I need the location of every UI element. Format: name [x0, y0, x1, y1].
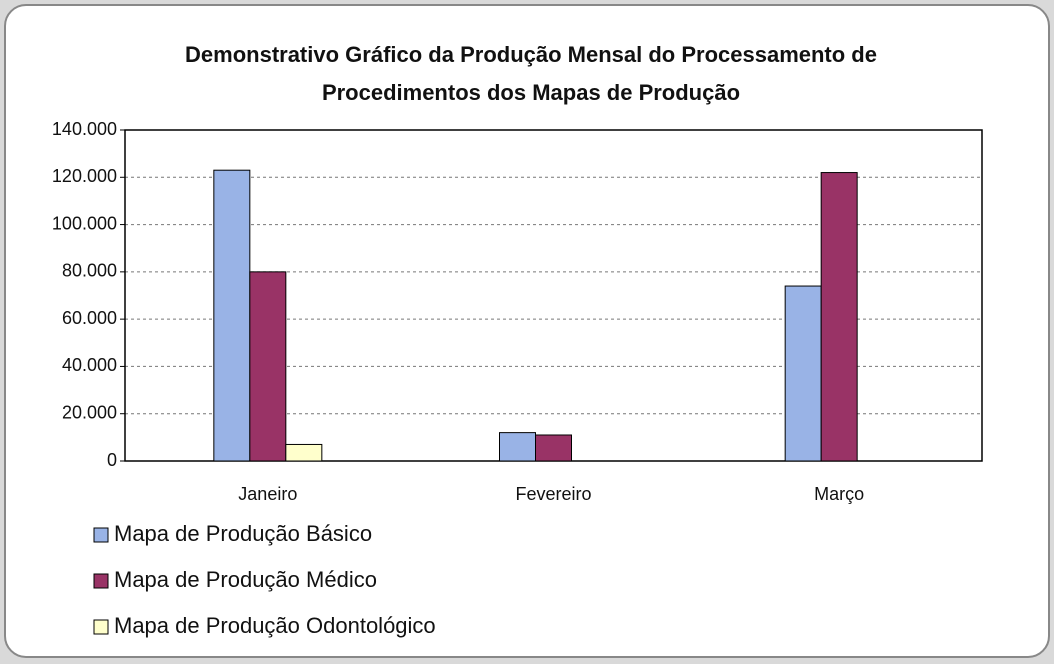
bar — [285, 443, 323, 462]
legend-label: Mapa de Produção Médico — [114, 567, 377, 592]
y-tick-label: 0 — [107, 450, 117, 470]
legend-label: Mapa de Produção Básico — [114, 521, 372, 546]
bar — [820, 172, 858, 462]
chart: 0 20.000 40.000 60.000 80.000 100.000 120.000 1… — [52, 119, 983, 638]
y-tick-label: 20.000 — [62, 402, 117, 422]
legend-label: Mapa de Produção Odontológico — [114, 613, 436, 638]
y-tick-label: 140.000 — [52, 119, 117, 139]
chart-frame: 0 20.000 40.000 60.000 80.000 100.000 120.000 1… — [4, 4, 1050, 658]
y-tick-label: 120.000 — [52, 166, 117, 186]
chart-title: Demonstrativo Gráfico da Produção Mensal… — [185, 42, 877, 105]
bar — [784, 285, 822, 462]
x-tick-label: Janeiro — [238, 484, 297, 504]
legend-swatch — [93, 573, 109, 589]
x-tick-label: Março — [814, 484, 864, 504]
legend-swatch — [93, 527, 109, 543]
x-tick-label: Fevereiro — [515, 484, 591, 504]
bar — [213, 169, 251, 462]
y-tick-label: 100.000 — [52, 213, 117, 233]
bar — [535, 434, 572, 462]
bar — [249, 271, 287, 462]
y-tick-label: 80.000 — [62, 261, 117, 281]
bar — [499, 432, 536, 462]
y-tick-label: 60.000 — [62, 308, 117, 328]
y-tick-label: 40.000 — [62, 355, 117, 375]
legend-swatch — [93, 619, 109, 635]
